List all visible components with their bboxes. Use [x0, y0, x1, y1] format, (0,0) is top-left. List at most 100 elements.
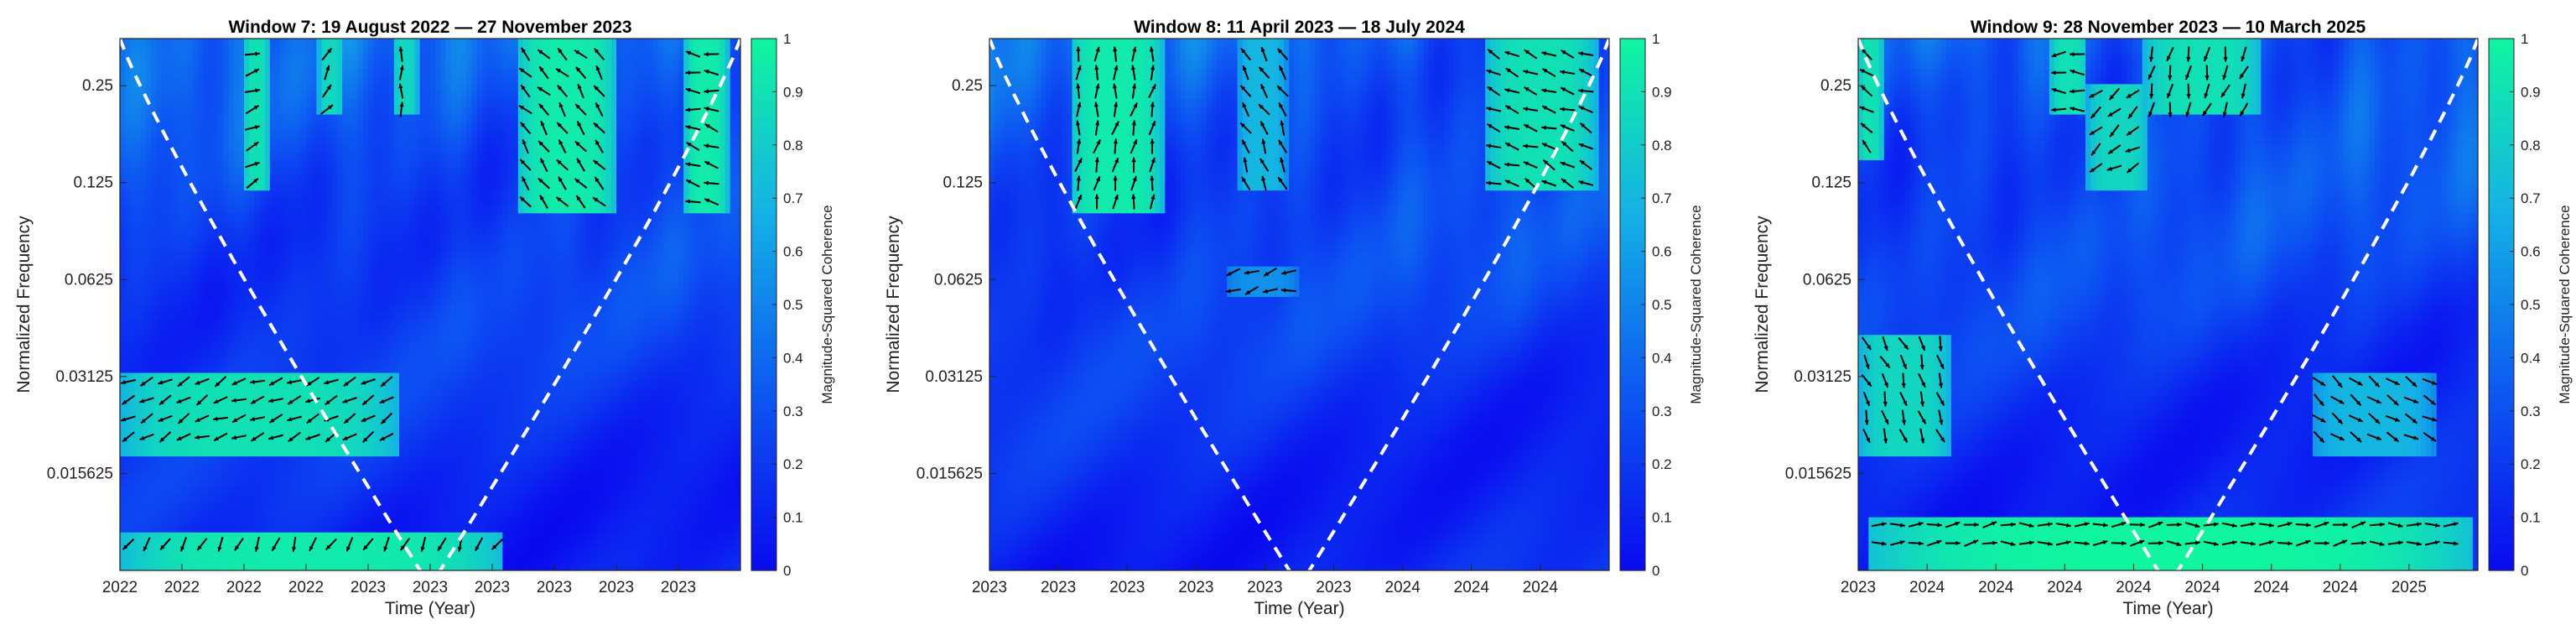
phase-arrow [2051, 107, 2067, 112]
phase-arrow [1926, 523, 1942, 528]
phase-arrow [1243, 157, 1249, 173]
phase-arrow [2330, 395, 2345, 405]
y-axis-label: Normalized Frequency [884, 216, 903, 393]
x-tick-label: 2023 [1041, 579, 1076, 596]
phase-arrow [558, 176, 567, 190]
phase-arrow [2089, 126, 2103, 136]
phase-arrow [1505, 67, 1519, 78]
phase-arrow [1883, 391, 1888, 407]
phase-arrow [120, 378, 137, 385]
phase-arrow [343, 413, 356, 424]
phase-arrow [1094, 65, 1099, 81]
phase-arrow [1131, 46, 1137, 62]
colorbar-tick-label: 0.2 [1652, 456, 1672, 472]
phase-arrow [1258, 103, 1270, 116]
phase-arrow [288, 431, 301, 443]
colorbar-tick-label: 0.8 [2521, 138, 2541, 154]
phase-arrow [2313, 430, 2325, 444]
x-axis-label: Time (Year) [1254, 599, 1344, 618]
phase-arrow [380, 376, 393, 388]
phase-arrow [1278, 65, 1287, 81]
colorbar-tick-label: 0.5 [783, 297, 803, 313]
phase-arrow [1258, 66, 1270, 79]
phase-arrow [306, 413, 319, 424]
phase-arrow [1260, 46, 1268, 62]
colorbar-label: Magnitude-Squared Coherence [819, 205, 835, 404]
x-tick-label: 2023 [1841, 579, 1876, 596]
phase-arrow [2108, 87, 2121, 101]
phase-arrow [250, 432, 265, 442]
phase-arrow [324, 378, 339, 385]
phase-arrow [231, 435, 247, 440]
phase-arrow [1241, 102, 1250, 117]
x-tick-label: 2023 [475, 579, 510, 596]
phase-arrow [1486, 69, 1502, 76]
phase-arrow [361, 430, 375, 443]
phase-arrow [245, 68, 260, 77]
phase-arrow [1889, 540, 1905, 546]
phase-arrow [268, 434, 283, 440]
colorbar-tick-label: 0.3 [1652, 404, 1672, 419]
phase-arrow [1131, 120, 1136, 136]
colorbar-tick-label: 0.8 [783, 138, 803, 154]
phase-arrow [1277, 139, 1288, 154]
phase-arrow [1486, 180, 1502, 185]
phase-arrow [1280, 120, 1285, 136]
phase-arrow [287, 395, 302, 405]
phase-arrow [399, 538, 411, 551]
phase-arrow [1861, 336, 1872, 351]
phase-arrow [2424, 523, 2440, 528]
phase-arrow [2386, 431, 2400, 443]
y-axis-label: Normalized Frequency [14, 216, 34, 393]
phase-arrow [576, 121, 585, 136]
phase-arrow [1149, 157, 1156, 173]
phase-arrow [1908, 522, 1924, 528]
phase-arrow [2051, 50, 2066, 58]
phase-arrow [2148, 521, 2163, 528]
phase-arrow [2422, 377, 2438, 386]
phase-arrow [576, 158, 585, 172]
phase-arrow [2386, 394, 2399, 406]
phase-arrow [158, 431, 172, 443]
phase-arrow [2149, 83, 2154, 99]
phase-arrow [1919, 428, 1925, 444]
x-tick-label: 2024 [1454, 579, 1490, 596]
phase-arrow [1879, 355, 1891, 369]
phase-arrow [593, 85, 605, 97]
phase-arrow [194, 435, 210, 440]
colorbar-tick-label: 0.9 [783, 84, 803, 100]
x-tick-label: 2024 [2047, 579, 2083, 596]
phase-arrow [1919, 354, 1924, 370]
phase-arrow [321, 84, 332, 98]
phase-arrow [1523, 143, 1539, 148]
phase-arrow [2350, 540, 2366, 545]
phase-arrow [1963, 522, 1979, 528]
x-tick-label: 2023 [599, 579, 634, 596]
y-tick-label: 0.015625 [1785, 465, 1852, 482]
phase-arrow [420, 536, 427, 552]
phase-arrow [1560, 107, 1576, 112]
phase-arrow [574, 103, 587, 116]
phase-arrow [268, 414, 283, 424]
phase-arrow [245, 104, 260, 115]
phase-arrow [2166, 46, 2174, 62]
phase-arrow [1541, 180, 1557, 187]
phase-arrow [231, 398, 247, 403]
phase-arrow [2258, 540, 2274, 546]
phase-arrow [2111, 522, 2127, 528]
phase-arrow [1112, 194, 1119, 210]
phase-arrow [2185, 102, 2192, 117]
phase-arrow [1486, 143, 1502, 148]
phase-arrow [121, 415, 136, 422]
colorbar-label: Magnitude-Squared Coherence [2557, 205, 2573, 404]
phase-arrow [704, 107, 719, 112]
phase-arrow [1919, 391, 1925, 407]
phase-arrow [1148, 120, 1156, 136]
phase-arrow [398, 65, 404, 81]
chart-title: Window 8: 11 April 2023 — 18 July 2024 [1134, 18, 1465, 37]
phase-arrow [2387, 522, 2403, 528]
phase-arrow [2000, 522, 2016, 527]
phase-arrow [1244, 269, 1259, 275]
phase-arrow [685, 50, 701, 58]
phase-arrow [2018, 522, 2034, 528]
